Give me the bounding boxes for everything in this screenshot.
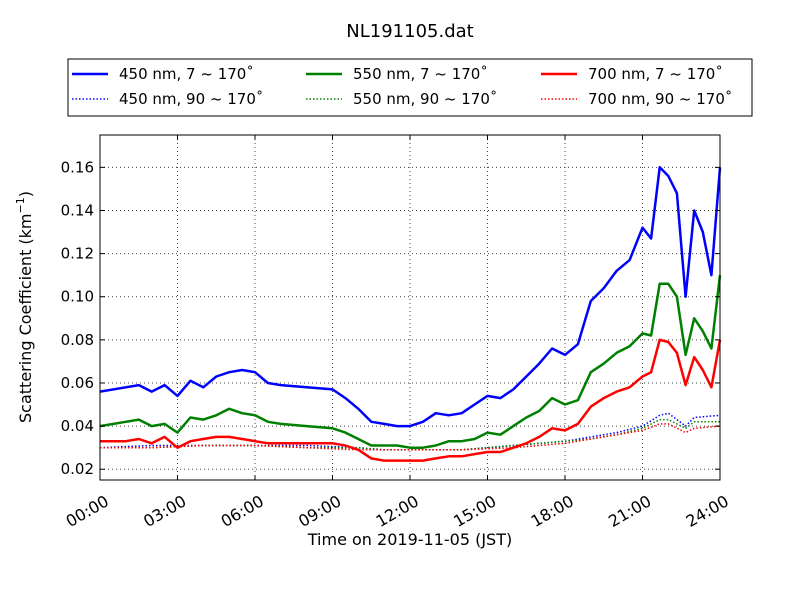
y-tick-label: 0.16 bbox=[61, 158, 94, 176]
x-tick-label: 18:00 bbox=[528, 491, 577, 531]
y-axis-label-sup: −1 bbox=[14, 197, 27, 213]
y-axis-label-end: ) bbox=[16, 191, 35, 197]
grid bbox=[100, 135, 720, 480]
plot-lines bbox=[99, 166, 722, 462]
x-tick-labels: 00:00 03:00 06:00 09:00 12:00 15:00 18:00 21:00… bbox=[63, 491, 732, 531]
legend-label: 700 nm, 7 ~ 170˚ bbox=[588, 65, 723, 83]
x-axis-label: Time on 2019-11-05 (JST) bbox=[307, 530, 512, 549]
y-axis-label: Scattering Coefficient (km−1) bbox=[14, 191, 35, 423]
chart-title: NL191105.dat bbox=[346, 21, 473, 42]
y-tick-label: 0.10 bbox=[61, 288, 94, 306]
y-tick-label: 0.12 bbox=[61, 245, 94, 263]
x-tick-label: 09:00 bbox=[295, 491, 344, 531]
y-tick-label: 0.02 bbox=[61, 460, 94, 478]
legend-label: 550 nm, 90 ~ 170˚ bbox=[353, 90, 497, 108]
legend-label: 550 nm, 7 ~ 170˚ bbox=[353, 65, 488, 83]
legend-label: 450 nm, 7 ~ 170˚ bbox=[119, 65, 254, 83]
y-tick-label: 0.08 bbox=[61, 331, 94, 349]
axis-ticks bbox=[99, 135, 721, 480]
y-axis-label-main: Scattering Coefficient (km bbox=[16, 213, 35, 423]
legend-label: 700 nm, 90 ~ 170˚ bbox=[588, 90, 732, 108]
series-line-450-nm-7-170 bbox=[99, 166, 722, 428]
x-tick-label: 06:00 bbox=[218, 491, 267, 531]
x-tick-label: 00:00 bbox=[63, 491, 112, 531]
legend-frame bbox=[67, 58, 753, 117]
x-tick-label: 24:00 bbox=[683, 491, 732, 531]
x-tick-label: 03:00 bbox=[140, 491, 189, 531]
series-line-550-nm-7-170 bbox=[99, 275, 722, 449]
series-line-700-nm-7-170 bbox=[100, 338, 722, 462]
y-tick-labels: 0.02 0.04 0.06 0.08 0.10 0.12 0.14 0.16 bbox=[61, 158, 94, 478]
series-line-550-nm-90-170 bbox=[100, 418, 720, 451]
y-tick-label: 0.04 bbox=[61, 417, 94, 435]
y-tick-label: 0.14 bbox=[61, 201, 94, 219]
x-tick-label: 12:00 bbox=[373, 491, 422, 531]
y-tick-label: 0.06 bbox=[61, 374, 94, 392]
legend-label: 450 nm, 90 ~ 170˚ bbox=[119, 90, 263, 108]
x-tick-label: 21:00 bbox=[605, 491, 654, 531]
legend: 450 nm, 7 ~ 170˚ 550 nm, 7 ~ 170˚ 700 nm, … bbox=[67, 58, 753, 117]
x-tick-label: 15:00 bbox=[450, 491, 499, 531]
